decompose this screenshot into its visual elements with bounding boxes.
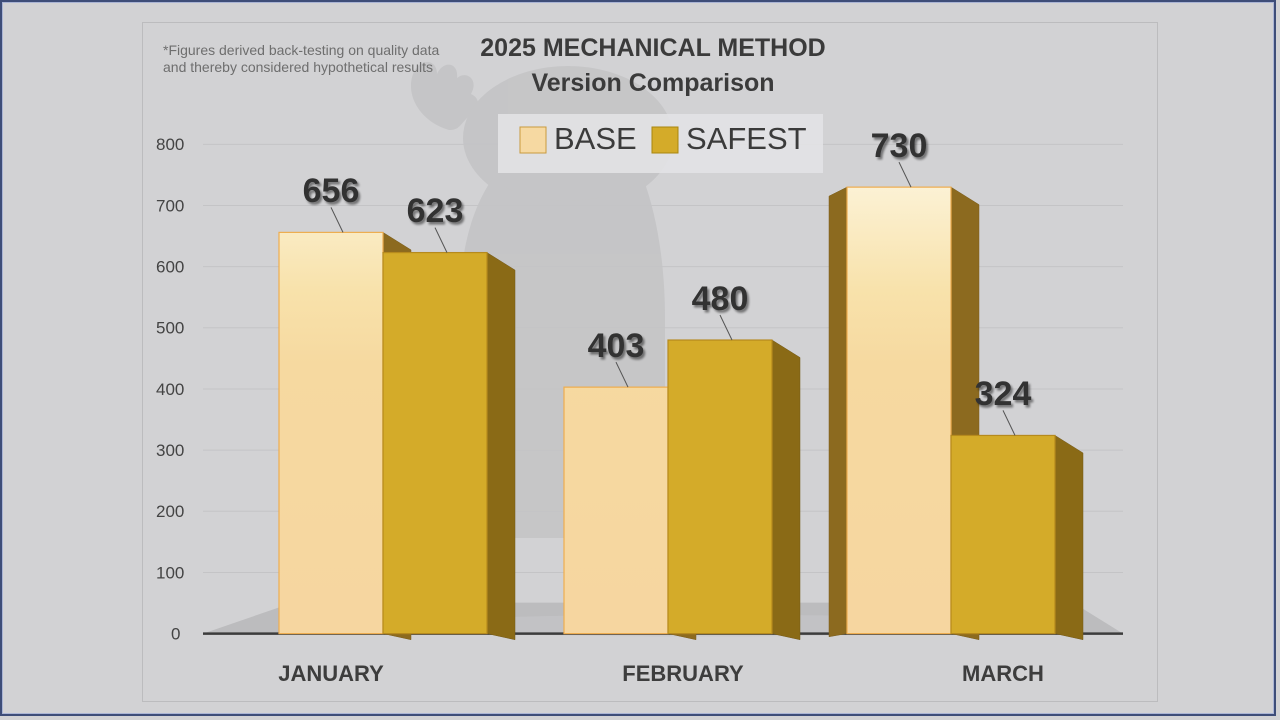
svg-text:800: 800 — [156, 135, 184, 154]
svg-text:656: 656 — [303, 172, 360, 210]
svg-text:300: 300 — [156, 441, 184, 460]
svg-text:and thereby considered hypothe: and thereby considered hypothetical resu… — [163, 59, 433, 75]
svg-text:Version Comparison: Version Comparison — [531, 69, 774, 97]
svg-text:403: 403 — [588, 327, 645, 365]
svg-text:200: 200 — [156, 502, 184, 521]
svg-text:JANUARY: JANUARY — [278, 661, 384, 686]
svg-text:BASE: BASE — [554, 121, 637, 156]
svg-text:623: 623 — [407, 192, 464, 230]
svg-text:FEBRUARY: FEBRUARY — [622, 661, 744, 686]
svg-text:324: 324 — [975, 375, 1032, 413]
svg-text:730: 730 — [871, 127, 928, 165]
svg-text:MARCH: MARCH — [962, 661, 1044, 686]
svg-text:480: 480 — [692, 280, 749, 318]
svg-text:700: 700 — [156, 197, 184, 216]
svg-text:2025 MECHANICAL METHOD: 2025 MECHANICAL METHOD — [480, 34, 825, 62]
svg-text:100: 100 — [156, 563, 184, 582]
svg-text:500: 500 — [156, 319, 184, 338]
svg-text:*Figures derived back-testing: *Figures derived back-testing on quality… — [163, 42, 439, 58]
svg-text:SAFEST: SAFEST — [686, 121, 807, 156]
svg-text:600: 600 — [156, 258, 184, 277]
svg-text:0: 0 — [171, 625, 180, 644]
svg-text:400: 400 — [156, 380, 184, 399]
